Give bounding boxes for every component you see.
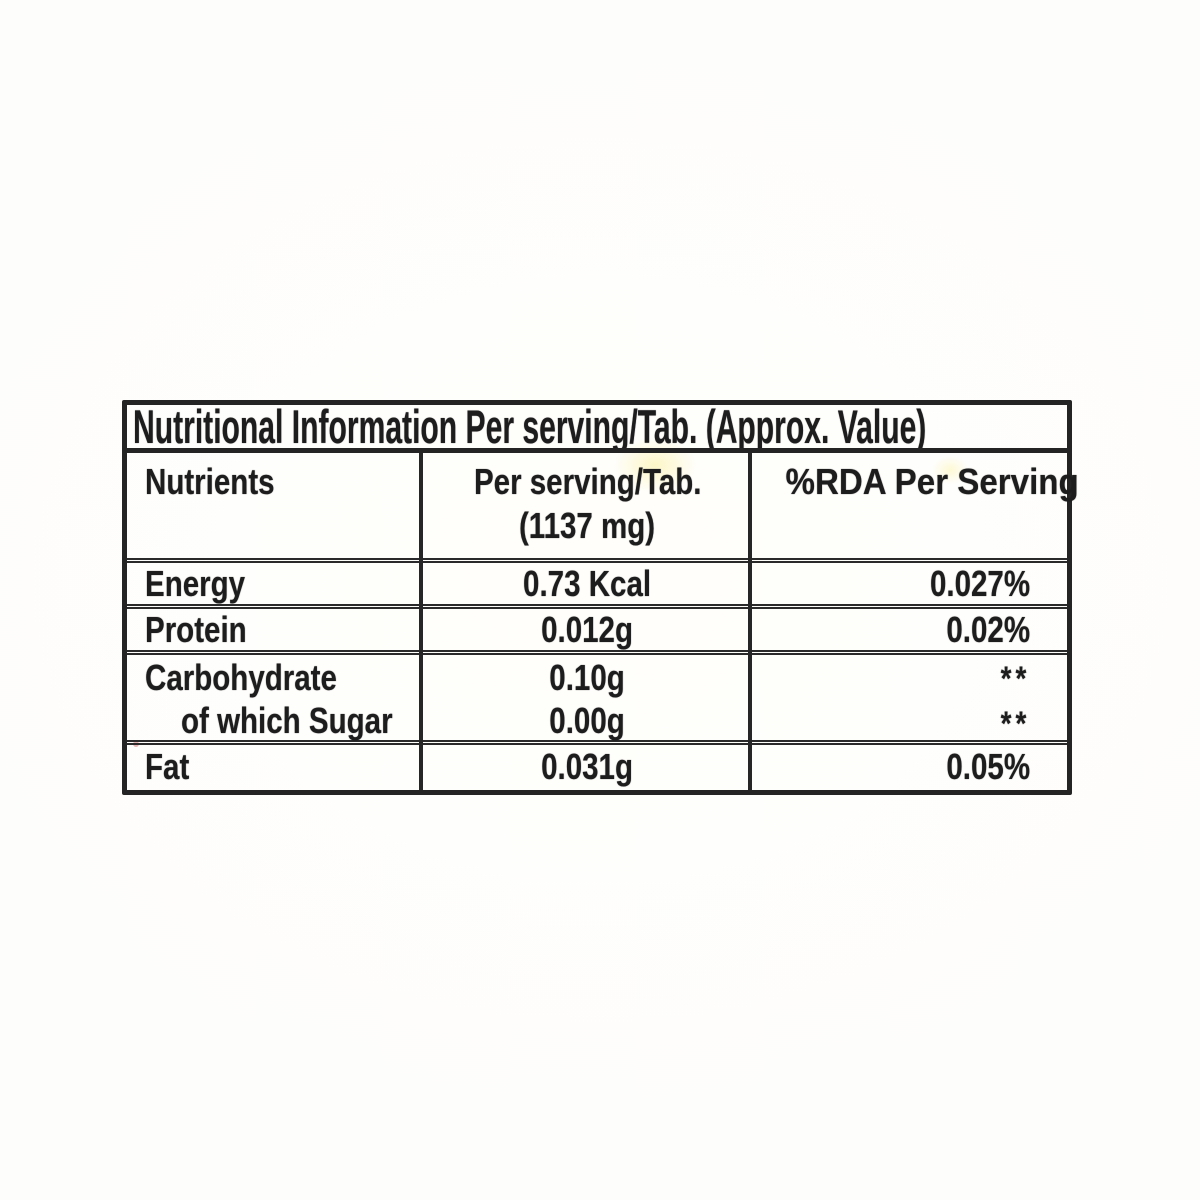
table-title-row: Nutritional Information Per serving/Tab.… — [127, 405, 1067, 453]
table-title: Nutritional Information Per serving/Tab.… — [133, 405, 927, 453]
header-cell-rda: %RDA Per Serving — [752, 453, 1079, 558]
sugar-rda-asterisks: ** — [1000, 705, 1030, 743]
header-cell-per-serving: Per serving/Tab. (1137 mg) — [423, 453, 752, 558]
sugar-label: of which Sugar — [181, 700, 393, 741]
carbohydrate-value: 0.10g — [549, 657, 626, 698]
energy-label: Energy — [145, 563, 246, 604]
cell-protein-per-serving: 0.012g — [423, 609, 752, 651]
row-carbohydrate: Carbohydrate of which Sugar 0.10g 0.00g … — [127, 655, 1067, 745]
cell-fat-per-serving: 0.031g — [423, 745, 752, 790]
row-fat: Fat 0.031g 0.05% — [127, 745, 1067, 790]
cell-energy-nutrient: Energy — [127, 563, 423, 605]
cell-fat-nutrient: Fat — [127, 745, 423, 790]
nutrition-table: Nutritional Information Per serving/Tab.… — [122, 400, 1079, 795]
carbohydrate-rda-asterisks: ** — [1000, 660, 1030, 698]
header-rda-label: %RDA Per Serving — [785, 461, 1079, 502]
cell-protein-rda: 0.02% — [752, 609, 1067, 651]
fat-rda-value: 0.05% — [946, 746, 1030, 787]
row-energy: Energy 0.73 Kcal 0.027% — [127, 563, 1067, 609]
table-header-row: Nutrients Per serving/Tab. (1137 mg) %RD… — [127, 453, 1079, 563]
energy-rda-value: 0.027% — [929, 563, 1030, 604]
row-protein: Protein 0.012g 0.02% — [127, 609, 1067, 655]
protein-label: Protein — [145, 609, 247, 650]
protein-rda-value: 0.02% — [946, 609, 1030, 650]
header-per-serving-line2: (1137 mg) — [519, 505, 656, 546]
column-divider-1 — [419, 453, 423, 790]
carbohydrate-label: Carbohydrate — [145, 657, 337, 698]
header-nutrients-label: Nutrients — [145, 461, 275, 502]
cell-energy-rda: 0.027% — [752, 563, 1067, 605]
header-per-serving-line1: Per serving/Tab. — [473, 461, 702, 502]
fat-value: 0.031g — [541, 746, 634, 787]
cell-carbohydrate-rda: ** ** — [752, 655, 1067, 746]
cell-protein-nutrient: Protein — [127, 609, 423, 651]
protein-value: 0.012g — [541, 609, 634, 650]
cell-carbohydrate-nutrient: Carbohydrate of which Sugar — [127, 655, 423, 746]
sugar-value: 0.00g — [549, 700, 626, 741]
column-divider-2 — [748, 453, 752, 790]
cell-carbohydrate-per-serving: 0.10g 0.00g — [423, 655, 752, 746]
header-cell-nutrients: Nutrients — [127, 453, 423, 558]
fat-label: Fat — [145, 746, 190, 787]
energy-value: 0.73 Kcal — [523, 563, 652, 604]
cell-energy-per-serving: 0.73 Kcal — [423, 563, 752, 605]
cell-fat-rda: 0.05% — [752, 745, 1067, 790]
